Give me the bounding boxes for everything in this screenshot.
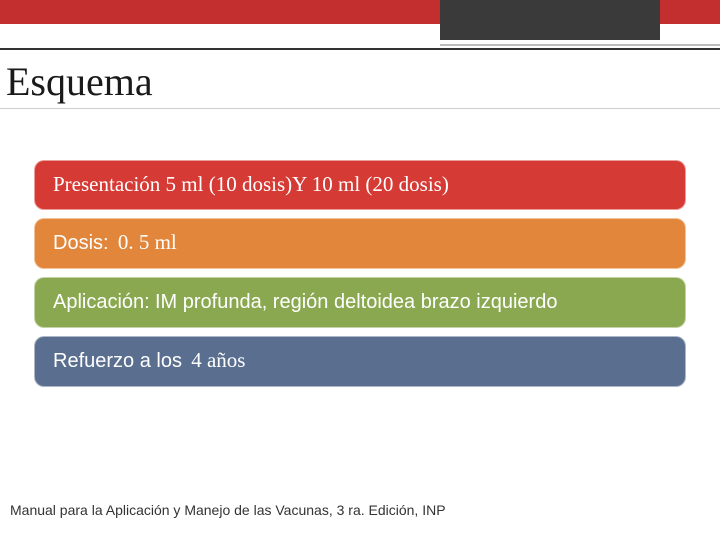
pills-container: Presentación 5 ml (10 dosis)Y 10 ml (20 … bbox=[34, 160, 686, 387]
rule-gray bbox=[440, 44, 720, 46]
page-title: Esquema bbox=[6, 58, 153, 105]
rule-top bbox=[0, 48, 720, 50]
pill-refuerzo-b: 4 años bbox=[191, 348, 245, 372]
pill-dosis-label: Dosis: bbox=[53, 232, 109, 254]
pill-aplicacion-label: Aplicación: bbox=[53, 291, 150, 313]
pill-aplicacion-value: IM profunda, región deltoidea brazo izqu… bbox=[155, 291, 557, 313]
pill-refuerzo: Refuerzo a los 4 años bbox=[34, 336, 686, 387]
pill-dosis: Dosis: 0. 5 ml bbox=[34, 218, 686, 269]
pill-dosis-value: 0. 5 ml bbox=[118, 230, 177, 254]
footer-citation: Manual para la Aplicación y Manejo de la… bbox=[10, 502, 446, 518]
pill-aplicacion: Aplicación: IM profunda, región deltoide… bbox=[34, 277, 686, 328]
rule-mid bbox=[0, 108, 720, 109]
pill-presentacion: Presentación 5 ml (10 dosis)Y 10 ml (20 … bbox=[34, 160, 686, 210]
accent-block bbox=[440, 0, 660, 40]
pill-refuerzo-a: Refuerzo a los bbox=[53, 350, 182, 372]
pill-presentacion-text: Presentación 5 ml (10 dosis)Y 10 ml (20 … bbox=[53, 172, 449, 196]
